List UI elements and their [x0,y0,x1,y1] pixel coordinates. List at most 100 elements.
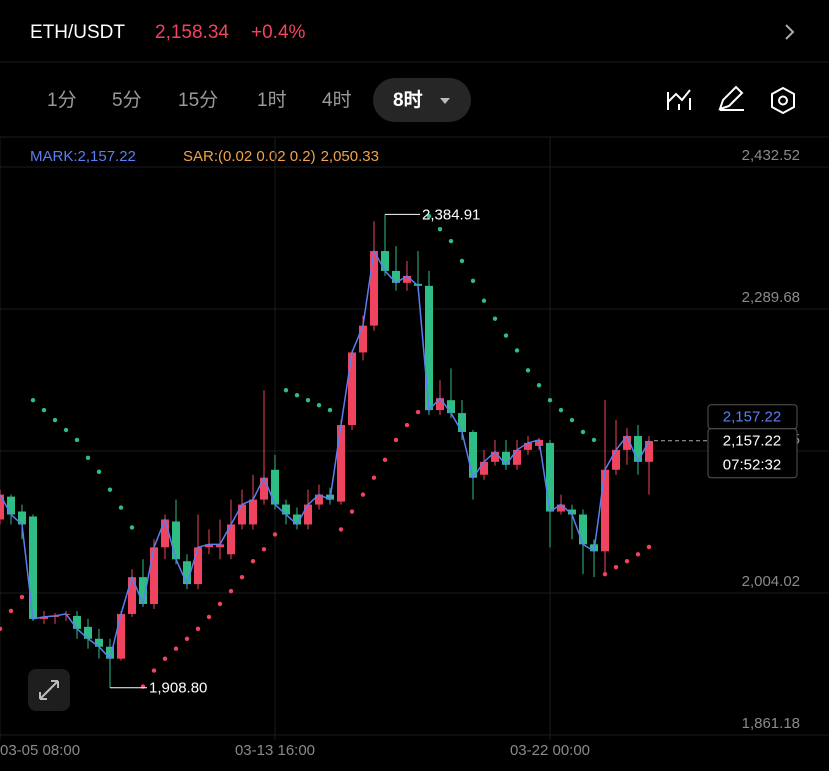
candle-body [73,615,81,629]
sar-dot [173,646,179,651]
sar-dot [448,238,454,244]
sar-dot [151,668,157,673]
candle-body [469,431,477,478]
plot: 1,861.182,004.022,146.852,289.682,432.52… [0,137,829,759]
y-tick-label: 2,004.02 [742,573,800,590]
candle-body [128,577,136,614]
sar-dot [338,527,344,532]
sar-dot [437,226,443,232]
sar-dot [558,407,564,413]
y-tick-label: 2,289.68 [742,289,800,306]
candle-body [425,285,433,411]
sar-dot [382,457,388,463]
sar-dot [107,487,113,492]
tabs: 1分 5分 15分 1时 4时 [47,89,352,111]
mark-legend-name: MARK: [30,148,78,165]
candle-body [436,398,444,411]
change: +0.4% [251,22,306,43]
price-box [707,428,798,479]
candle-body [117,613,125,659]
y-tick-label: 1,861.18 [742,715,800,732]
tab[interactable]: 5分 [112,89,142,111]
sar-dot [129,525,135,530]
max-label: 2,384.91 [422,206,480,223]
candle-body [370,251,378,326]
candle-body [392,270,400,283]
mark-legend-value: 2,157.22 [78,148,136,165]
sar-dot [52,417,58,423]
candle-body [502,451,510,465]
candle-body [139,577,147,604]
tab[interactable]: 15分 [178,89,218,111]
sar-dot [228,588,234,594]
candle-body [293,514,301,525]
settings-icon-center [778,95,788,106]
sar-dot [591,437,597,443]
candle-body [645,440,653,462]
sar-dot [85,455,91,461]
sar-dot [8,608,14,614]
candle-body [194,547,202,585]
sar-dot [63,427,69,433]
candle-body [403,275,411,283]
candle-body [238,504,246,525]
tab[interactable]: 4时 [322,89,352,111]
sar-dot [459,258,465,264]
sar-legend-value: 2,050.33 [321,148,379,165]
tab[interactable]: 1时 [257,89,287,111]
sar-dot [316,402,322,408]
candle-body [568,509,576,515]
settings-icon[interactable] [771,86,795,115]
sar-dot [602,571,608,577]
price: 2,158.34 [155,22,229,43]
pair[interactable]: ETH/USDT [30,22,125,43]
candle-body [18,511,26,525]
draw-icon[interactable] [718,85,744,111]
sar-dot [272,532,278,537]
dropdown-caret [440,98,450,104]
candle-body [271,469,279,505]
fullscreen-icon [39,680,59,700]
indicator-icon[interactable] [667,89,691,110]
sar-dot [283,388,289,393]
chevron[interactable] [785,24,795,40]
sar-dot [19,594,25,600]
sar-dot [239,574,245,580]
active-tab-pill[interactable] [373,78,471,122]
candle-body [7,496,15,515]
mark-line [0,248,650,661]
mark-legend: MARK:2,157.22 [30,148,136,165]
countdown: 07:52:32 [723,457,781,474]
candle-body [150,547,158,604]
sar-dot [96,469,102,474]
last-price-label: 2,157.22 [723,433,781,450]
candle-body [381,251,389,271]
candle-body [315,494,323,505]
y-tick-label: 2,432.52 [742,147,800,164]
candle-body [216,544,224,548]
sar-dot [261,547,267,552]
candle-body [29,516,37,619]
candle-body [304,504,312,525]
sar-dot [470,278,476,284]
sar-dot [426,214,432,219]
candle-body [513,449,521,465]
active-tab[interactable]: 8时 [393,89,423,111]
tab[interactable]: 1分 [47,89,77,111]
sar-dot [250,559,256,564]
sar-dot [580,429,586,435]
min-label: 1,908.80 [149,680,207,697]
candle-body [227,524,235,555]
sar-dot [360,492,366,497]
candle-body [282,504,290,515]
sar-dot [503,333,509,338]
sar-dot [404,422,410,428]
candle-body [634,435,642,462]
sar-dot [118,505,124,510]
candle-body [458,413,466,432]
sar-dot [613,565,619,570]
candle-body [557,504,565,512]
candle-body [0,494,4,520]
sar-dot [184,636,190,641]
